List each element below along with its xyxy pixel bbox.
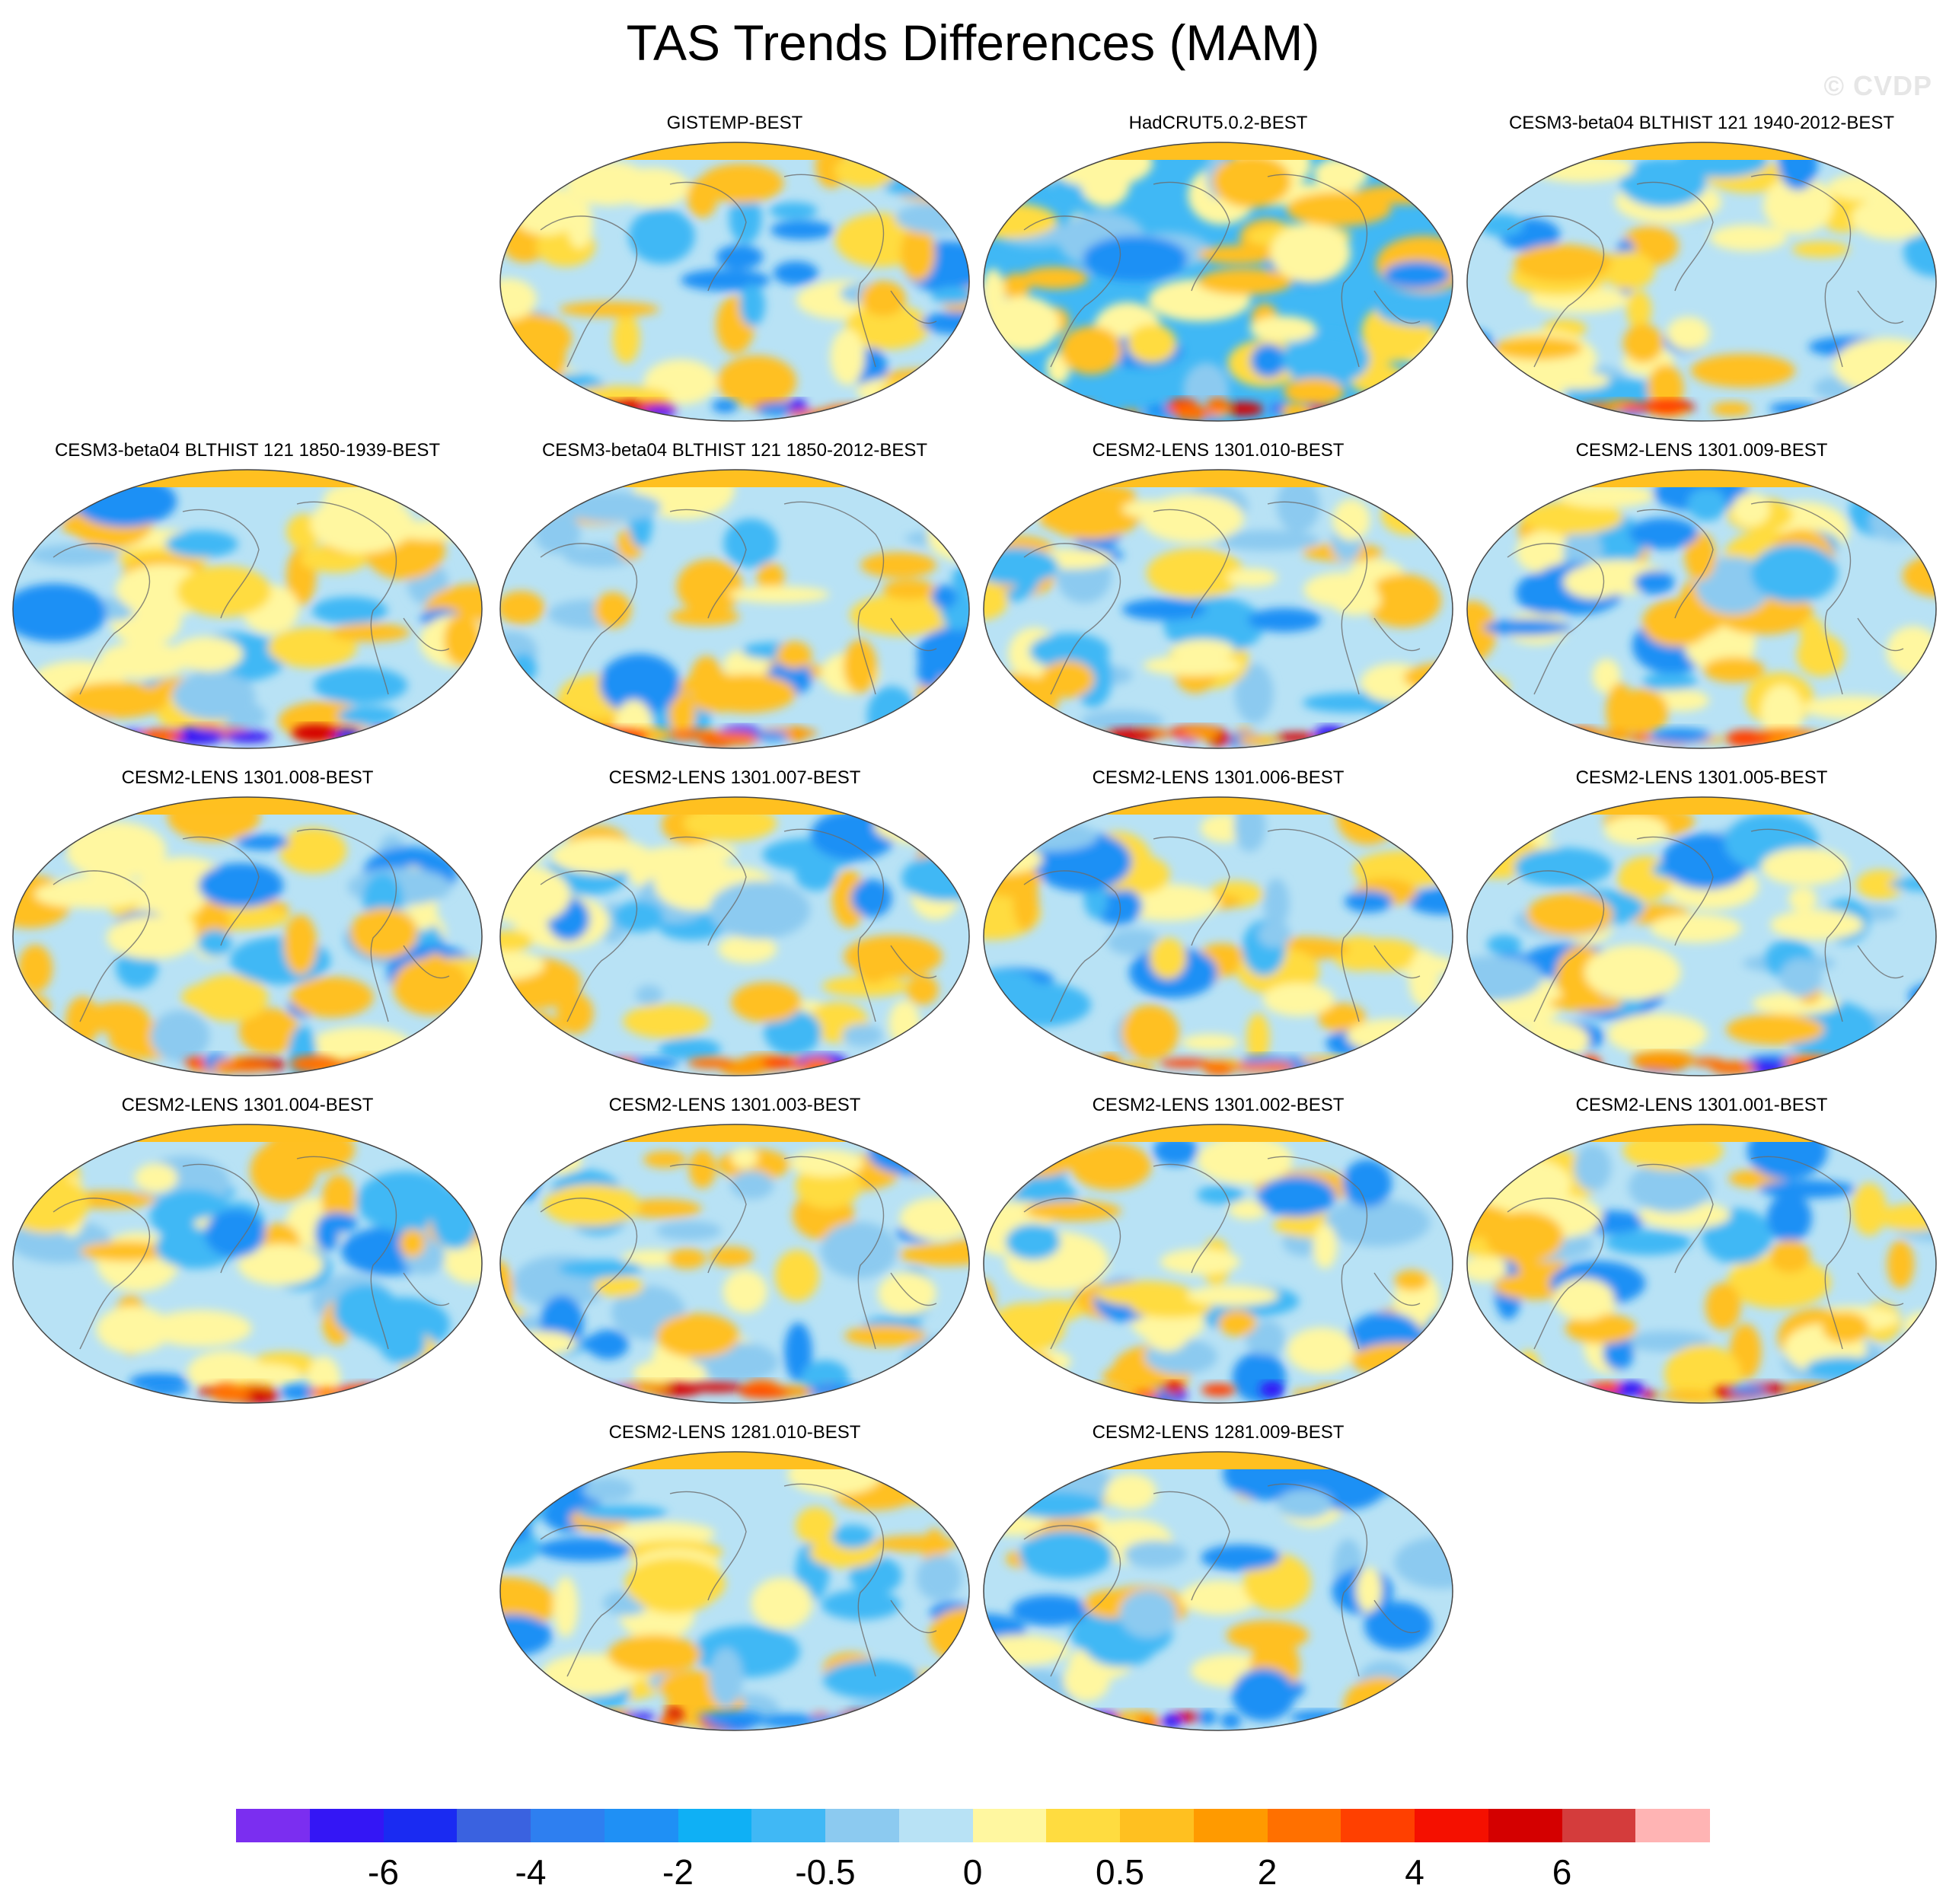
map-panel-title: CESM2-LENS 1301.001-BEST: [1575, 1095, 1828, 1115]
map-panel-title: CESM2-LENS 1301.006-BEST: [1092, 767, 1345, 788]
map-panel-title: CESM2-LENS 1301.003-BEST: [608, 1095, 861, 1115]
map-panel: CESM2-LENS 1301.004-BEST: [8, 1095, 487, 1407]
map-panel: CESM2-LENS 1301.010-BEST: [978, 440, 1458, 752]
map-panel-title: CESM3-beta04 BLTHIST 121 1850-2012-BEST: [541, 440, 928, 461]
map-panel-title: CESM2-LENS 1301.007-BEST: [608, 767, 861, 788]
colorbar-tick-label: 2: [1257, 1852, 1278, 1892]
colorbar-tick-label: -4: [515, 1852, 547, 1892]
colorbar-cell: [1193, 1809, 1268, 1842]
colorbar-cell: [309, 1809, 384, 1842]
trend-difference-map: [499, 1124, 970, 1404]
colorbar-cell: [1562, 1809, 1636, 1842]
colorbar-tick-label: 4: [1405, 1852, 1424, 1892]
trend-difference-map: [983, 796, 1453, 1076]
colorbar-tick-label: -0.5: [795, 1852, 856, 1892]
colorbar-cell: [457, 1809, 531, 1842]
map-panel: CESM2-LENS 1281.010-BEST: [495, 1422, 975, 1734]
map-panel-title: CESM3-beta04 BLTHIST 121 1850-1939-BEST: [54, 440, 441, 461]
trend-difference-map: [499, 1451, 970, 1731]
map-panel: CESM2-LENS 1301.009-BEST: [1462, 440, 1941, 752]
trend-difference-map: [12, 469, 483, 749]
map-panel: CESM3-beta04 BLTHIST 121 1850-1939-BEST: [8, 440, 487, 752]
map-panel: CESM2-LENS 1301.005-BEST: [1462, 767, 1941, 1080]
colorbar-cell: [531, 1809, 605, 1842]
colorbar-cell: [1120, 1809, 1195, 1842]
trend-difference-map: [983, 1451, 1453, 1731]
map-panel: CESM2-LENS 1281.009-BEST: [978, 1422, 1458, 1734]
colorbar-cell: [1267, 1809, 1341, 1842]
colorbar-tick-label: -2: [662, 1852, 694, 1892]
colorbar-cell: [1635, 1809, 1710, 1842]
map-panel: GISTEMP-BEST: [495, 113, 975, 425]
map-panel: HadCRUT5.0.2-BEST: [978, 113, 1458, 425]
trend-difference-map: [499, 142, 970, 422]
colorbar-cell: [1488, 1809, 1562, 1842]
colorbar-cell: [751, 1809, 826, 1842]
map-panel: CESM2-LENS 1301.002-BEST: [978, 1095, 1458, 1407]
colorbar-cell: [604, 1809, 678, 1842]
colorbar-cell: [898, 1809, 973, 1842]
colorbar-cell: [825, 1809, 900, 1842]
map-panel-title: CESM3-beta04 BLTHIST 121 1940-2012-BEST: [1508, 113, 1895, 133]
map-panel-title: CESM2-LENS 1301.005-BEST: [1575, 767, 1828, 788]
map-panel: CESM3-beta04 BLTHIST 121 1850-2012-BEST: [495, 440, 975, 752]
colorbar-cell: [1415, 1809, 1489, 1842]
map-panel-title: CESM2-LENS 1301.004-BEST: [121, 1095, 374, 1115]
map-panel: CESM2-LENS 1301.006-BEST: [978, 767, 1458, 1080]
colorbar-tick-label: 0: [962, 1852, 983, 1892]
map-panel-title: CESM2-LENS 1301.002-BEST: [1092, 1095, 1345, 1115]
map-panel-title: CESM2-LENS 1301.008-BEST: [121, 767, 374, 788]
trend-difference-map: [1466, 1124, 1937, 1404]
colorbar-cell: [1046, 1809, 1121, 1842]
trend-difference-map: [1466, 469, 1937, 749]
trend-difference-map: [983, 142, 1453, 422]
map-panel-title: GISTEMP-BEST: [666, 113, 803, 133]
colorbar-tick-label: 0.5: [1096, 1852, 1144, 1892]
trend-difference-map: [983, 469, 1453, 749]
map-panel-title: CESM2-LENS 1301.010-BEST: [1092, 440, 1345, 461]
map-panel: CESM3-beta04 BLTHIST 121 1940-2012-BEST: [1462, 113, 1941, 425]
figure-title: TAS Trends Differences (MAM): [626, 14, 1320, 71]
map-panel: CESM2-LENS 1301.003-BEST: [495, 1095, 975, 1407]
map-panel: CESM2-LENS 1301.001-BEST: [1462, 1095, 1941, 1407]
trend-difference-map: [12, 1124, 483, 1404]
trend-difference-map: [1466, 796, 1937, 1076]
map-panel: CESM2-LENS 1301.007-BEST: [495, 767, 975, 1080]
map-panel-title: HadCRUT5.0.2-BEST: [1128, 113, 1308, 133]
colorbar-cell: [383, 1809, 458, 1842]
map-panel-title: CESM2-LENS 1281.009-BEST: [1092, 1422, 1345, 1443]
map-panel-title: CESM2-LENS 1301.009-BEST: [1575, 440, 1828, 461]
colorbar-cell: [236, 1809, 311, 1842]
trend-difference-map: [499, 469, 970, 749]
colorbar-cell: [1341, 1809, 1415, 1842]
trend-difference-map: [12, 796, 483, 1076]
trend-difference-map: [1466, 142, 1937, 422]
trend-difference-map: [983, 1124, 1453, 1404]
trend-difference-map: [499, 796, 970, 1076]
colorbar-cell: [678, 1809, 752, 1842]
map-panel: CESM2-LENS 1301.008-BEST: [8, 767, 487, 1080]
watermark: © CVDP: [1823, 70, 1932, 101]
colorbar: [236, 1809, 1710, 1842]
colorbar-cell: [972, 1809, 1047, 1842]
colorbar-tick-label: 6: [1552, 1852, 1572, 1892]
colorbar-labels: -6 -4 -2 -0.5 0 0.5 2 4 6: [0, 1842, 1946, 1903]
map-panel-title: CESM2-LENS 1281.010-BEST: [608, 1422, 861, 1443]
colorbar-tick-label: -6: [368, 1852, 399, 1892]
